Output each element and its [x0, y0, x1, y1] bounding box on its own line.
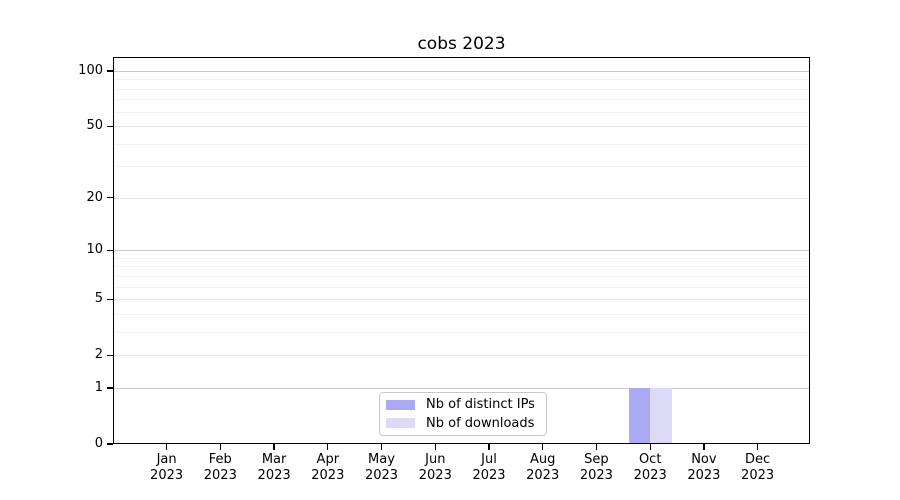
y-tick-label: 100	[78, 62, 103, 78]
y-tick	[107, 298, 113, 300]
y-gridline-major	[113, 355, 810, 357]
x-tick-label: Sep 2023	[579, 452, 613, 483]
legend-item-downloads: Nb of downloads	[386, 416, 540, 431]
x-tick-label: Jul 2023	[472, 452, 506, 483]
y-tick-label: 10	[86, 242, 103, 258]
y-gridline-minor	[113, 286, 810, 288]
y-tick-label: 2	[94, 347, 103, 363]
y-gridline-major	[113, 299, 810, 301]
legend-item-distinct-ips: Nb of distinct IPs	[386, 397, 540, 412]
x-tick	[273, 444, 275, 450]
x-tick-label: Apr 2023	[311, 452, 345, 483]
y-tick	[107, 387, 113, 389]
x-tick-label: Dec 2023	[741, 452, 775, 483]
y-gridline-minor	[113, 331, 810, 333]
x-tick	[434, 444, 436, 450]
x-tick	[542, 444, 544, 450]
x-tick-label: Mar 2023	[257, 452, 291, 483]
y-gridline-minor	[113, 275, 810, 277]
y-gridline-minor	[113, 88, 810, 90]
y-gridline-minor	[113, 166, 810, 168]
x-tick	[165, 444, 168, 450]
legend-label-downloads: Nb of downloads	[426, 415, 535, 431]
y-gridline-minor	[113, 257, 810, 259]
legend-swatch-downloads	[386, 418, 415, 429]
y-tick	[107, 354, 113, 356]
x-tick	[380, 444, 383, 450]
y-gridline-major	[113, 388, 810, 389]
y-gridline-major	[113, 126, 810, 128]
chart-title: cobs 2023	[417, 34, 506, 54]
x-tick	[649, 444, 651, 450]
y-gridline-minor	[113, 266, 810, 268]
x-tick	[219, 444, 221, 450]
y-gridline-major	[113, 250, 810, 252]
y-tick-label: 5	[94, 291, 103, 307]
y-tick	[107, 197, 113, 199]
bar-nb-of-distinct-ips-oct-2023	[628, 388, 651, 444]
x-tick-label: Oct 2023	[633, 452, 667, 483]
bar-nb-of-downloads-oct-2023	[650, 388, 672, 444]
x-tick-label: Jun 2023	[418, 452, 452, 483]
legend: Nb of distinct IPs Nb of downloads	[379, 392, 547, 436]
x-tick	[327, 444, 329, 450]
x-tick	[488, 444, 490, 450]
y-gridline-minor	[113, 111, 810, 113]
x-tick	[757, 444, 759, 450]
legend-swatch-distinct-ips	[386, 399, 415, 410]
y-gridline-minor	[113, 143, 810, 145]
x-tick	[703, 444, 705, 450]
y-tick	[107, 249, 113, 251]
y-gridline-minor	[113, 313, 810, 315]
plot-frame	[113, 57, 810, 444]
y-gridline-minor	[113, 79, 810, 81]
x-tick-label: Jan 2023	[150, 452, 184, 483]
y-gridline-major	[113, 197, 810, 199]
y-tick-label: 50	[86, 118, 103, 134]
legend-label-distinct-ips: Nb of distinct IPs	[426, 397, 535, 413]
y-gridline-major	[113, 70, 810, 72]
x-tick-label: Nov 2023	[687, 452, 721, 483]
y-tick-label: 0	[94, 436, 103, 451]
y-tick	[107, 125, 113, 127]
plot-area	[113, 57, 810, 444]
y-tick-label: 1	[94, 380, 103, 395]
x-tick-label: May 2023	[364, 452, 399, 483]
y-tick	[107, 70, 113, 72]
x-tick-label: Aug 2023	[526, 452, 560, 483]
y-gridline-minor	[113, 99, 810, 101]
y-tick	[107, 443, 113, 445]
x-tick-label: Feb 2023	[203, 452, 237, 483]
y-tick-label: 20	[86, 189, 103, 205]
x-tick	[595, 444, 598, 450]
